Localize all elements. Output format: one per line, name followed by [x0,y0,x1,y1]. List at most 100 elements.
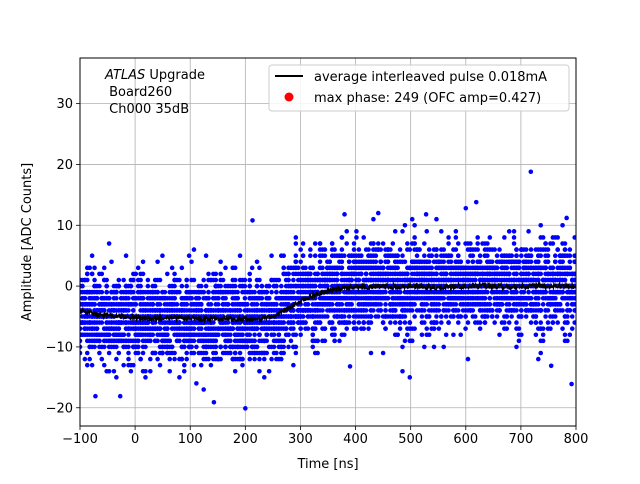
sample-point [504,289,510,295]
sample-point [562,277,568,283]
sample-point [455,308,461,313]
sample-point [405,271,410,277]
sample-point [569,314,575,319]
sample-point [317,320,323,325]
sample-point [308,253,313,258]
sample-point [446,308,451,313]
sample-point [349,277,354,283]
sample-point [184,302,189,307]
sample-point [548,326,553,331]
sample-point [526,271,531,277]
sample-point [252,289,257,295]
sample-point [218,271,223,277]
sample-point [266,283,272,289]
sample-point [538,222,544,228]
sample-point [242,277,248,283]
sample-point [375,314,381,319]
sample-point [499,302,505,307]
sample-point [567,265,573,271]
annotation-line-2: Board260 [105,85,172,100]
sample-point [412,235,417,240]
sample-point [322,247,328,252]
sample-point [528,295,534,301]
sample-point [465,320,471,325]
sample-point [412,314,417,319]
sample-point [312,283,318,289]
sample-point [540,332,546,338]
sample-point [557,302,563,307]
sample-point [135,350,141,356]
sample-point [211,320,216,325]
sample-point-outlier [342,212,347,217]
sample-point [538,320,544,325]
sample-point [545,308,551,313]
sample-point [504,265,510,271]
sample-point [247,277,253,283]
sample-point [148,368,153,374]
sample-point [152,283,158,289]
sample-point [92,265,97,271]
annotation-line-1: ATLAS Upgrade [104,68,205,83]
sample-point [434,253,439,258]
sample-point [165,271,170,277]
sample-point [315,350,320,356]
sample-point [385,295,391,301]
sample-point [569,326,575,331]
sample-point [247,356,253,362]
sample-point [274,350,279,356]
sample-point [235,295,240,301]
sample-point [519,308,524,313]
sample-point [310,344,316,350]
sample-point [560,259,565,265]
sample-point [572,253,576,258]
sample-point [291,308,296,313]
sample-point [562,332,568,338]
sample-point [545,320,551,325]
sample-point [181,362,187,368]
sample-point [80,338,83,344]
sample-point [177,277,182,283]
sample-point [342,314,347,319]
sample-point [184,283,189,289]
sample-point [407,320,413,325]
sample-point [257,356,262,362]
sample-point [257,265,262,271]
sample-point [89,253,95,258]
sample-point [104,283,109,289]
sample-point [150,302,156,307]
x-tick-label: 700 [508,432,533,447]
sample-point-outlier [564,215,569,221]
sample-point [215,302,221,307]
sample-point [203,253,209,258]
sample-point-outlier [463,205,469,211]
sample-point [208,362,214,368]
sample-point [165,332,170,338]
sample-point [422,241,427,246]
sample-point [293,241,299,246]
sample-point [266,295,272,301]
sample-point [198,302,204,307]
sample-point [213,271,219,277]
sample-point [80,344,83,350]
sample-point [298,326,303,331]
sample-point [191,338,197,344]
sample-point [443,314,449,319]
sample-point [128,368,134,374]
sample-point [485,241,490,246]
sample-point [303,265,308,271]
sample-point [300,314,306,319]
sample-point [446,235,451,240]
sample-point [434,216,439,222]
sample-point [298,247,303,252]
sample-point [101,362,107,368]
sample-point [434,247,439,252]
sample-point [395,265,400,271]
sample-point [555,320,560,325]
sample-point [356,277,362,283]
sample-point [436,326,442,331]
sample-point [291,320,296,325]
sample-point [254,344,260,350]
sample-point [101,265,107,271]
sample-point [114,289,119,295]
sample-point [472,277,478,283]
